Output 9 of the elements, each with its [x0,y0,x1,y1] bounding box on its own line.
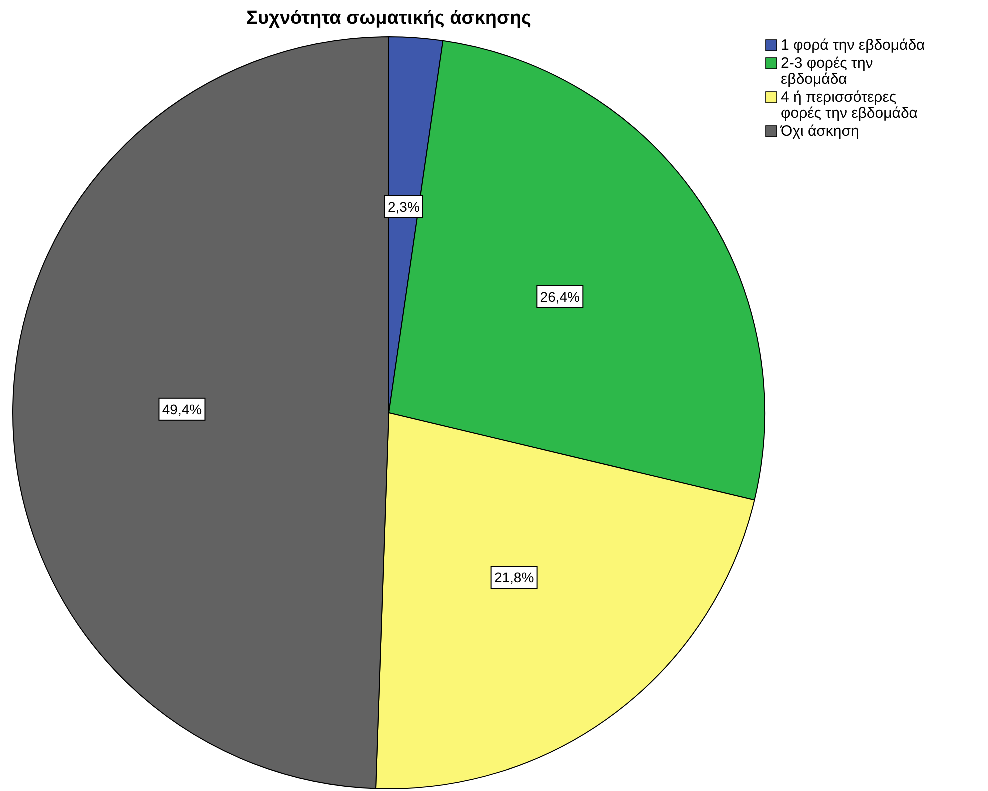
data-label: 2,3% [388,198,420,215]
data-label: 49,4% [162,401,202,418]
legend-label: 4 ή περισσότερες φορές την εβδομάδα [781,89,918,122]
legend-label: 1 φορά την εβδομάδα [781,37,926,54]
legend-label: Όχι άσκηση [780,123,860,140]
data-label: 26,4% [540,288,580,305]
data-label: 21,8% [494,570,534,586]
chart-title: Συχνότητα σωματικής άσκησης [246,8,532,29]
legend-label: 2-3 φορές την εβδομάδα [781,55,874,88]
